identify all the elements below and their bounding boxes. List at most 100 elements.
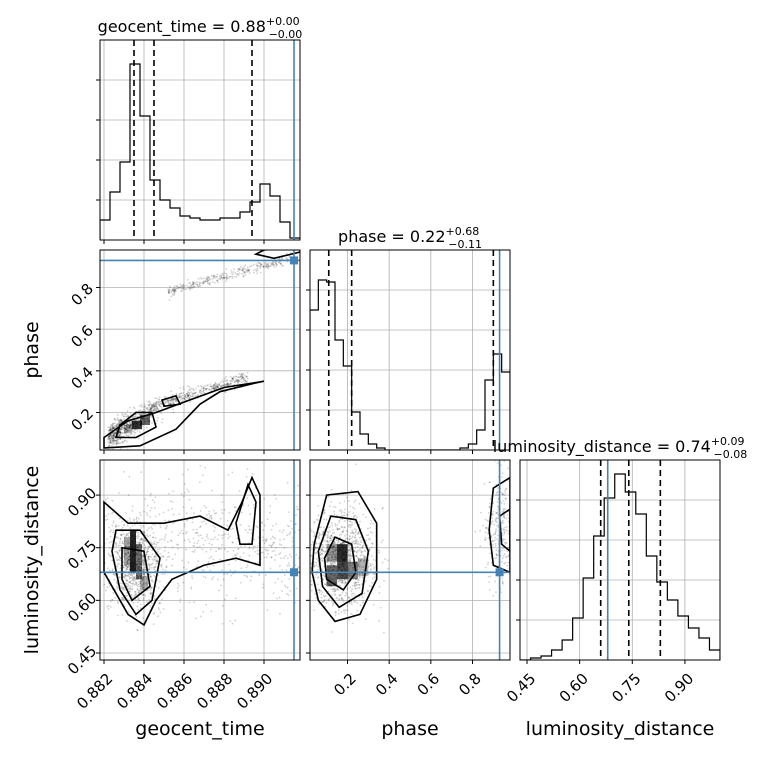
sample-point (183, 286, 185, 289)
sample-point (493, 532, 496, 535)
sample-point (352, 540, 355, 543)
sample-point (505, 556, 508, 559)
sample-point (121, 412, 124, 415)
sample-point (140, 590, 142, 593)
sample-point (136, 429, 139, 432)
sample-point (332, 542, 335, 545)
sample-point (114, 525, 117, 528)
sample-point (173, 398, 175, 401)
sample-point (493, 523, 496, 526)
sample-point (199, 534, 202, 537)
sample-point (246, 371, 249, 374)
sample-point (138, 413, 141, 416)
sample-point (121, 426, 123, 429)
sample-point (115, 536, 118, 538)
sample-point (123, 556, 126, 559)
sample-point (243, 271, 246, 274)
sample-point (241, 374, 244, 377)
sample-point (205, 387, 208, 390)
sample-point (199, 389, 202, 391)
sample-point (127, 558, 130, 561)
sample-point (179, 396, 182, 398)
sample-point (196, 528, 198, 531)
sample-point (148, 558, 151, 561)
sample-point (311, 554, 313, 557)
sample-point (361, 547, 363, 549)
sample-point (130, 595, 133, 598)
sample-point (488, 481, 491, 484)
sample-point (212, 385, 215, 387)
sample-point (245, 381, 248, 383)
sample-point (122, 526, 124, 529)
sample-point (126, 524, 129, 527)
sample-point (111, 428, 113, 431)
sample-point (112, 435, 115, 437)
sample-point (356, 556, 359, 559)
sample-point (274, 581, 277, 584)
sample-point (150, 580, 153, 582)
sample-point (354, 539, 357, 542)
sample-point (241, 376, 244, 378)
sample-point (115, 525, 117, 528)
sample-point (127, 435, 130, 438)
sample-point (266, 609, 269, 611)
sample-point (244, 379, 247, 382)
sample-point (125, 579, 128, 582)
title-main: phase = 0.22 (338, 227, 445, 246)
sample-point (212, 385, 215, 387)
sample-point (148, 404, 150, 407)
sample-point (500, 561, 503, 564)
sample-point (190, 286, 193, 289)
sample-point (193, 283, 195, 285)
sample-point (172, 513, 175, 516)
sample-point (337, 589, 340, 591)
sample-point (355, 554, 358, 557)
sample-point (105, 515, 108, 517)
sample-point (507, 532, 510, 535)
sample-point (175, 285, 178, 287)
sample-point (337, 528, 339, 530)
sample-point (144, 548, 147, 551)
sample-point (150, 575, 152, 578)
title-main: geocent_time = 0.88 (98, 17, 266, 37)
sample-point (336, 527, 339, 530)
sample-point (369, 531, 372, 533)
sample-point (343, 500, 346, 503)
sample-point (158, 513, 161, 516)
sample-point (152, 532, 155, 534)
title-luminosity_distance: luminosity_distance = 0.74+0.09 −0.08 (493, 435, 748, 461)
sample-point (122, 425, 125, 428)
sample-point (121, 426, 123, 428)
sample-point (353, 584, 356, 587)
sample-point (142, 553, 144, 556)
sample-point (488, 441, 490, 443)
sample-point (216, 273, 219, 276)
sample-point (507, 546, 509, 549)
sample-point (242, 380, 245, 383)
sample-point (357, 531, 360, 534)
sample-point (188, 391, 190, 394)
sample-point (231, 377, 234, 380)
sample-point (274, 554, 277, 557)
sample-point (488, 505, 491, 508)
density-cell (357, 558, 369, 576)
sample-point (369, 562, 371, 565)
sample-point (363, 559, 366, 562)
sample-point (234, 510, 237, 512)
sample-point (134, 581, 137, 583)
sample-point (137, 517, 140, 520)
sample-point (205, 276, 208, 278)
sample-point (320, 526, 323, 528)
sample-point (226, 573, 229, 575)
sample-point (268, 511, 271, 514)
sample-point (137, 598, 140, 601)
sample-point (255, 270, 258, 273)
sample-point (244, 380, 247, 382)
sample-point (172, 289, 174, 292)
sample-point (336, 528, 339, 531)
sample-point (124, 594, 127, 597)
sample-point (165, 558, 168, 561)
sample-point (347, 551, 350, 554)
sample-point (270, 538, 272, 540)
sample-point (341, 518, 344, 521)
